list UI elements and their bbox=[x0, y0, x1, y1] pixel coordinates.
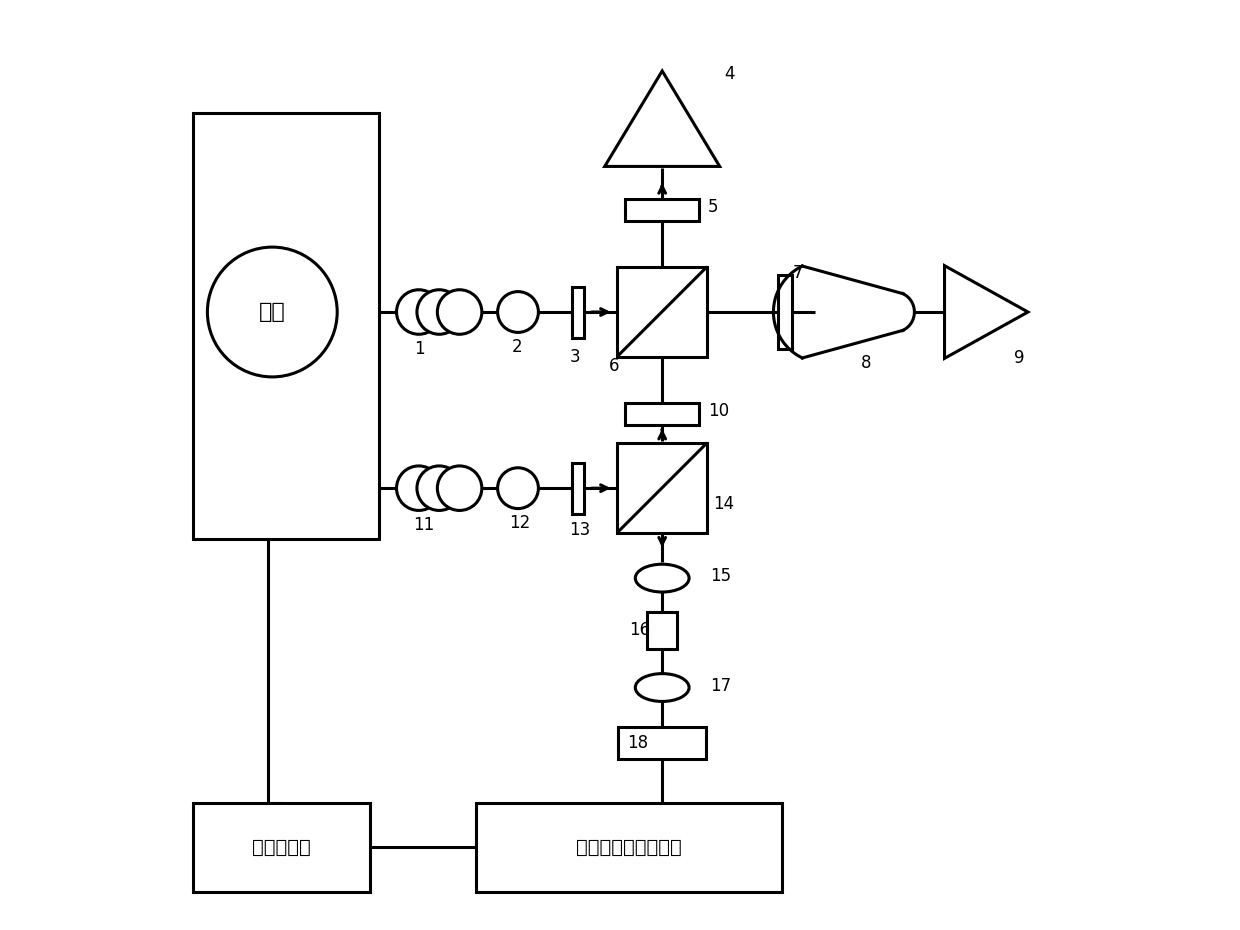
Text: 18: 18 bbox=[627, 734, 649, 752]
Circle shape bbox=[417, 466, 461, 511]
Circle shape bbox=[397, 466, 441, 511]
Circle shape bbox=[497, 292, 538, 332]
Text: 15: 15 bbox=[711, 567, 732, 585]
Bar bbox=[777, 275, 792, 349]
Text: 4: 4 bbox=[724, 65, 734, 83]
Circle shape bbox=[497, 468, 538, 509]
Polygon shape bbox=[945, 266, 1028, 358]
Circle shape bbox=[397, 290, 441, 334]
Bar bbox=[476, 804, 782, 892]
Bar bbox=[625, 403, 699, 425]
Bar bbox=[625, 199, 699, 221]
Bar bbox=[572, 286, 584, 338]
Circle shape bbox=[438, 466, 482, 511]
Bar bbox=[647, 612, 677, 648]
Circle shape bbox=[438, 290, 482, 334]
Bar bbox=[193, 113, 379, 539]
Text: 14: 14 bbox=[713, 495, 734, 513]
Bar bbox=[619, 727, 707, 759]
Bar bbox=[618, 267, 707, 356]
Text: 3: 3 bbox=[570, 348, 580, 365]
Text: 7: 7 bbox=[792, 264, 804, 282]
Text: 2: 2 bbox=[512, 339, 522, 356]
Polygon shape bbox=[605, 71, 719, 166]
Text: 频率计数器: 频率计数器 bbox=[252, 838, 311, 857]
Text: 6: 6 bbox=[609, 357, 619, 375]
Text: 16: 16 bbox=[629, 621, 651, 639]
Bar bbox=[193, 804, 370, 892]
Text: 8: 8 bbox=[861, 354, 872, 372]
Text: 11: 11 bbox=[413, 516, 434, 534]
Bar bbox=[572, 463, 584, 513]
Text: 10: 10 bbox=[708, 402, 729, 420]
Bar bbox=[618, 443, 707, 533]
Ellipse shape bbox=[635, 565, 689, 592]
Text: 17: 17 bbox=[711, 677, 732, 695]
Ellipse shape bbox=[635, 673, 689, 701]
Text: 数据采集与处理系统: 数据采集与处理系统 bbox=[577, 838, 682, 857]
Text: 光源: 光源 bbox=[259, 302, 285, 322]
Text: 13: 13 bbox=[569, 521, 590, 538]
Text: 1: 1 bbox=[414, 340, 425, 358]
Circle shape bbox=[207, 247, 337, 377]
Text: 12: 12 bbox=[508, 514, 529, 532]
Text: 9: 9 bbox=[1014, 350, 1024, 367]
Text: 5: 5 bbox=[708, 198, 719, 217]
Circle shape bbox=[417, 290, 461, 334]
